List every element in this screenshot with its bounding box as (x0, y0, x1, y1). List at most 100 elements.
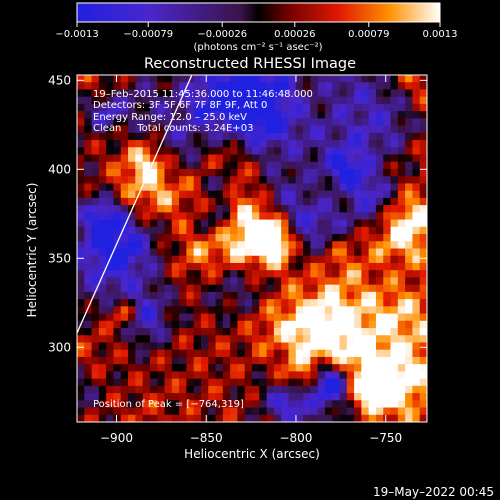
heatmap-cell (149, 291, 158, 300)
heatmap-cell (164, 262, 173, 271)
heatmap-cell (222, 328, 231, 336)
heatmap-cell (295, 400, 304, 408)
heatmap-cell (215, 393, 224, 401)
heatmap-cell (390, 190, 399, 199)
heatmap-cell (295, 320, 304, 329)
heatmap-cell (317, 219, 326, 228)
heatmap-cell (259, 176, 267, 184)
heatmap-cell (113, 219, 122, 228)
heatmap-cell (135, 313, 144, 322)
heatmap-cell (295, 140, 304, 148)
heatmap-cell (368, 154, 377, 163)
heatmap-cell (419, 176, 427, 184)
heatmap-cell (361, 140, 370, 148)
heatmap-cell (200, 400, 209, 408)
heatmap-cell (186, 183, 195, 192)
heatmap-cell (303, 154, 311, 163)
heatmap-cell (230, 400, 238, 408)
heatmap-cell (346, 364, 355, 372)
heatmap-cell (390, 241, 399, 249)
heatmap-cell (390, 262, 399, 271)
heatmap-cell (179, 154, 187, 163)
heatmap-cell (135, 96, 144, 105)
heatmap-cell (179, 270, 187, 278)
heatmap-cell (208, 154, 216, 163)
heatmap-cell (354, 262, 362, 271)
heatmap-cell (193, 328, 202, 336)
heatmap-cell (98, 190, 107, 199)
heatmap-cell (142, 299, 151, 307)
heatmap-cell (164, 75, 173, 83)
heatmap-cell (397, 414, 406, 422)
heatmap-cell (113, 320, 122, 329)
heatmap-cell (208, 393, 216, 401)
heatmap-cell (281, 103, 289, 112)
heatmap-cell (98, 75, 107, 83)
heatmap-cell (128, 96, 136, 105)
heatmap-cell (354, 378, 362, 387)
heatmap-cell (310, 414, 319, 422)
heatmap-cell (354, 349, 362, 358)
heatmap-cell (179, 378, 187, 387)
heatmap-cell (346, 226, 355, 235)
heatmap-cell (419, 248, 427, 257)
heatmap-cell (310, 306, 319, 314)
heatmap-cell (252, 414, 260, 422)
heatmap-cell (135, 154, 144, 163)
heatmap-cell (179, 234, 187, 242)
heatmap-cell (91, 132, 100, 141)
heatmap-cell (303, 328, 311, 336)
heatmap-cell (303, 82, 311, 90)
heatmap-cell (149, 103, 158, 112)
heatmap-cell (244, 82, 253, 90)
heatmap-cell (84, 219, 92, 228)
heatmap-cell (215, 118, 224, 127)
heatmap-cell (412, 400, 421, 408)
heatmap-cell (120, 277, 129, 286)
heatmap-cell (361, 356, 370, 365)
heatmap-cell (98, 212, 107, 220)
heatmap-cell (237, 407, 246, 416)
heatmap-cell (149, 176, 158, 184)
heatmap-cell (91, 306, 100, 314)
heatmap-cell (222, 270, 231, 278)
heatmap-cell (252, 328, 260, 336)
heatmap-cell (390, 111, 399, 119)
heatmap-cell (77, 284, 85, 293)
heatmap-cell (84, 414, 92, 422)
heatmap-cell (383, 385, 391, 394)
heatmap-cell (84, 168, 92, 177)
heatmap-cell (193, 277, 202, 286)
heatmap-cell (339, 284, 348, 293)
heatmap-cell (193, 364, 202, 372)
heatmap-cell (324, 103, 333, 112)
heatmap-cell (317, 241, 326, 249)
heatmap-cell (390, 393, 399, 401)
heatmap-cell (84, 82, 92, 90)
heatmap-cell (266, 219, 275, 228)
heatmap-cell (354, 205, 362, 213)
heatmap-cell (179, 161, 187, 170)
heatmap-cell (310, 168, 319, 177)
heatmap-cell (244, 197, 253, 206)
heatmap-cell (317, 75, 326, 83)
heatmap-cell (383, 255, 391, 264)
heatmap-cell (288, 212, 297, 220)
heatmap-cell (186, 262, 195, 271)
heatmap-cell (98, 161, 107, 170)
heatmap-cell (128, 75, 136, 83)
heatmap-cell (222, 393, 231, 401)
heatmap-cell (164, 118, 173, 127)
heatmap-cell (324, 132, 333, 141)
heatmap-cell (157, 385, 165, 394)
heatmap-cell (361, 400, 370, 408)
heatmap-cell (288, 168, 297, 177)
heatmap-cell (346, 306, 355, 314)
heatmap-cell (332, 226, 340, 235)
heatmap-cell (303, 248, 311, 257)
heatmap-cell (405, 89, 413, 98)
heatmap-cell (339, 197, 348, 206)
heatmap-cell (266, 168, 275, 177)
heatmap-cell (332, 111, 340, 119)
heatmap-cell (128, 393, 136, 401)
